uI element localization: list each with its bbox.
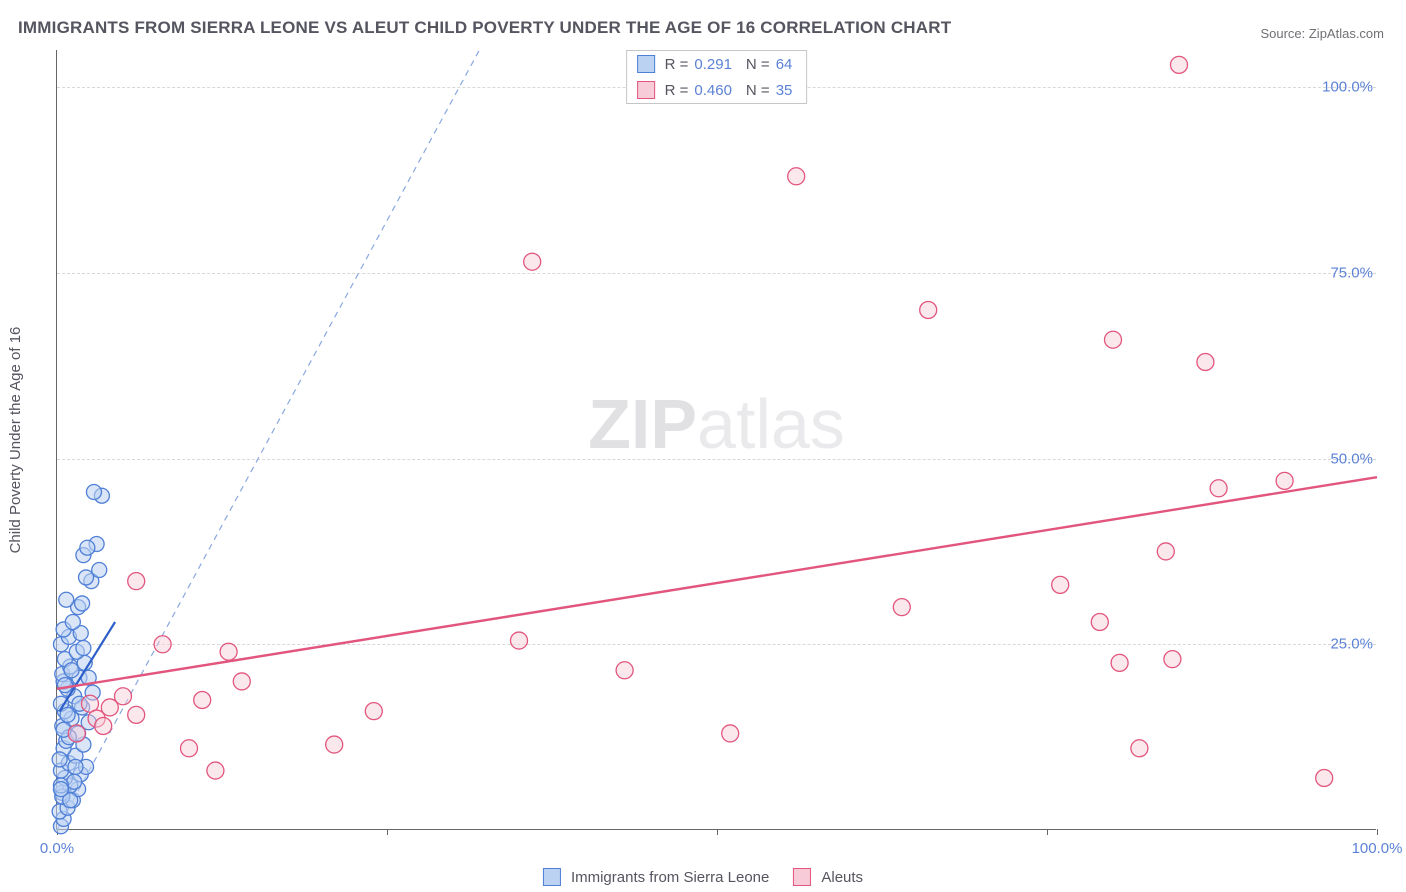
data-point [1111,654,1128,671]
data-point [1171,56,1188,73]
data-point [616,662,633,679]
data-point [68,725,85,742]
r-value-0: 0.291 [694,56,732,73]
n-label: N = [746,82,770,99]
x-tick-mark [717,829,718,835]
swatch-series-1 [637,81,655,99]
swatch-bottom-1 [793,868,811,886]
data-point [1131,740,1148,757]
r-label: R = [665,82,689,99]
data-point [65,615,80,630]
x-tick-label: 100.0% [1352,840,1403,857]
data-point [80,540,95,555]
data-point [1276,472,1293,489]
data-point [524,253,541,270]
swatch-bottom-0 [543,868,561,886]
data-point [128,706,145,723]
data-point [920,302,937,319]
x-tick-mark [387,829,388,835]
legend-item-1: Aleuts [793,868,863,886]
x-tick-mark [1047,829,1048,835]
data-point [1197,354,1214,371]
legend-row-series-1: R = 0.460 N = 35 [627,77,807,103]
data-point [194,692,211,709]
legend-label-1: Aleuts [821,869,863,886]
data-point [57,678,72,693]
data-point [326,736,343,753]
source-credit: Source: ZipAtlas.com [1260,26,1384,41]
series-legend: Immigrants from Sierra Leone Aleuts [543,868,863,886]
data-point [1210,480,1227,497]
n-label: N = [746,56,770,73]
r-label: R = [665,56,689,73]
legend-label-0: Immigrants from Sierra Leone [571,869,769,886]
scatter-svg [57,50,1376,829]
correlation-legend: R = 0.291 N = 64 R = 0.460 N = 35 [626,50,808,104]
plot-area: ZIPatlas 25.0%50.0%75.0%100.0% 0.0%100.0… [56,50,1376,830]
data-point [60,707,75,722]
data-point [95,718,112,735]
data-point [722,725,739,742]
data-point [365,703,382,720]
data-point [68,759,83,774]
data-point [788,168,805,185]
n-value-0: 64 [776,56,793,73]
data-point [75,596,90,611]
data-point [233,673,250,690]
data-point [1052,576,1069,593]
swatch-series-0 [637,55,655,73]
data-point [79,570,94,585]
data-point [53,782,68,797]
data-point [115,688,132,705]
chart-title: IMMIGRANTS FROM SIERRA LEONE VS ALEUT CH… [18,18,951,38]
data-point [86,485,101,500]
data-point [59,592,74,607]
source-link[interactable]: ZipAtlas.com [1309,26,1384,41]
data-point [128,573,145,590]
x-tick-label: 0.0% [40,840,74,857]
data-point [64,663,79,678]
legend-item-0: Immigrants from Sierra Leone [543,868,769,886]
data-point [220,643,237,660]
data-point [92,563,107,578]
data-point [181,740,198,757]
data-point [154,636,171,653]
data-point [52,752,67,767]
data-point [893,599,910,616]
data-point [1091,614,1108,631]
legend-row-series-0: R = 0.291 N = 64 [627,51,807,77]
n-value-1: 35 [776,82,793,99]
data-point [1316,770,1333,787]
source-prefix: Source: [1260,26,1308,41]
data-point [511,632,528,649]
data-point [1164,651,1181,668]
r-value-1: 0.460 [694,82,732,99]
data-point [76,641,91,656]
data-point [207,762,224,779]
x-tick-mark [1377,829,1378,835]
data-point [1105,331,1122,348]
y-axis-label: Child Poverty Under the Age of 16 [7,327,24,554]
data-point [1157,543,1174,560]
